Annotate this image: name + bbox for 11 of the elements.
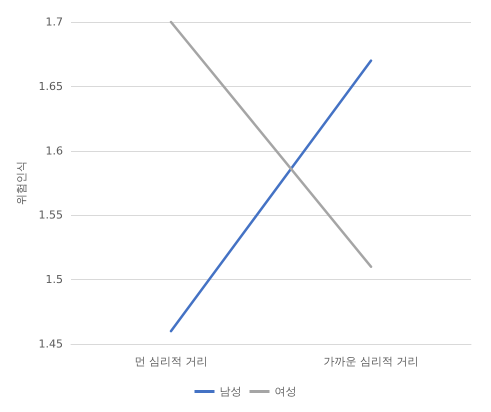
- y-tick-label: 1.5: [46, 273, 63, 286]
- legend-label: 남성: [220, 385, 242, 398]
- legend-label: 여성: [274, 385, 296, 398]
- y-tick-label: 1.7: [46, 16, 63, 28]
- x-tick-label: 먼 심리적 거리: [134, 355, 208, 368]
- y-tick-label: 1.6: [46, 144, 63, 158]
- x-tick-label: 가까운 심리적 거리: [324, 355, 418, 368]
- y-tick-label: 1.55: [38, 208, 63, 222]
- y-axis-title: 위험인식: [15, 161, 28, 205]
- y-tick-label: 1.65: [38, 80, 63, 93]
- y-tick-label: 1.45: [38, 338, 63, 350]
